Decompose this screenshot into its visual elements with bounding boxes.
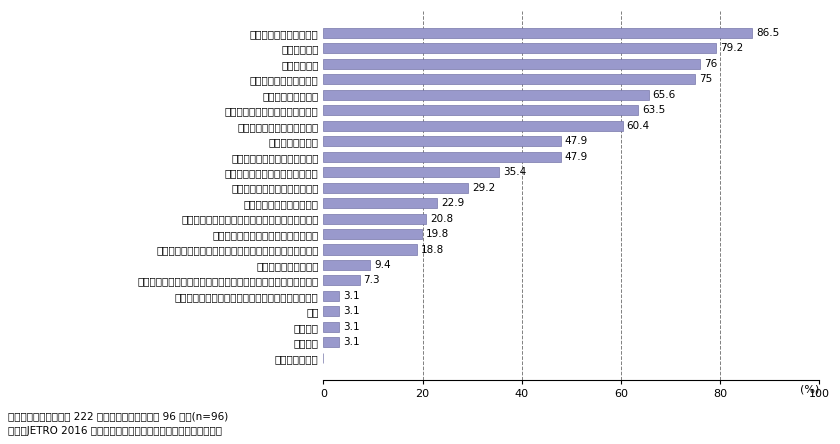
Bar [323, 337, 339, 347]
Text: 65.6: 65.6 [653, 90, 675, 100]
Text: 参考：調査対象企業数 222 社のうち、回答企業数 96 社、(n=96): 参考：調査対象企業数 222 社のうち、回答企業数 96 社、(n=96) [8, 411, 228, 421]
Text: 79.2: 79.2 [720, 44, 743, 53]
Text: 3.1: 3.1 [343, 291, 360, 301]
Bar [323, 245, 417, 254]
Text: 29.2: 29.2 [472, 182, 496, 193]
Text: (%): (%) [800, 384, 819, 394]
Text: 3.1: 3.1 [343, 306, 360, 317]
Bar [323, 167, 499, 177]
Text: 3.1: 3.1 [343, 337, 360, 347]
Bar [323, 291, 339, 301]
Text: 47.9: 47.9 [564, 136, 588, 146]
Bar [323, 44, 716, 53]
Text: 18.8: 18.8 [421, 245, 444, 254]
Bar [323, 306, 339, 317]
Bar [323, 260, 370, 270]
Text: 86.5: 86.5 [756, 28, 780, 38]
Bar [323, 136, 561, 146]
Bar [323, 28, 752, 38]
Bar [323, 90, 648, 100]
Text: 19.8: 19.8 [426, 229, 449, 239]
Text: 47.9: 47.9 [564, 152, 588, 162]
Text: 60.4: 60.4 [627, 121, 650, 131]
Text: 76: 76 [704, 59, 717, 69]
Bar [323, 74, 696, 84]
Bar [323, 198, 437, 208]
Text: 20.8: 20.8 [430, 214, 454, 224]
Bar [323, 59, 700, 69]
Text: 資料：JETRO 2016 年度中南米進出日系企業実態調査の結果より。: 資料：JETRO 2016 年度中南米進出日系企業実態調査の結果より。 [8, 426, 223, 436]
Bar [323, 322, 339, 332]
Bar [323, 105, 638, 115]
Text: 9.4: 9.4 [374, 260, 391, 270]
Text: 7.3: 7.3 [364, 275, 381, 285]
Text: 75: 75 [699, 74, 712, 84]
Bar [323, 229, 422, 239]
Bar [323, 152, 561, 162]
Bar [323, 182, 468, 193]
Text: 3.1: 3.1 [343, 322, 360, 332]
Text: 35.4: 35.4 [503, 167, 526, 177]
Text: 22.9: 22.9 [441, 198, 465, 208]
Bar [323, 121, 622, 131]
Text: 63.5: 63.5 [642, 105, 665, 115]
Bar [323, 214, 427, 224]
Bar [323, 275, 360, 285]
